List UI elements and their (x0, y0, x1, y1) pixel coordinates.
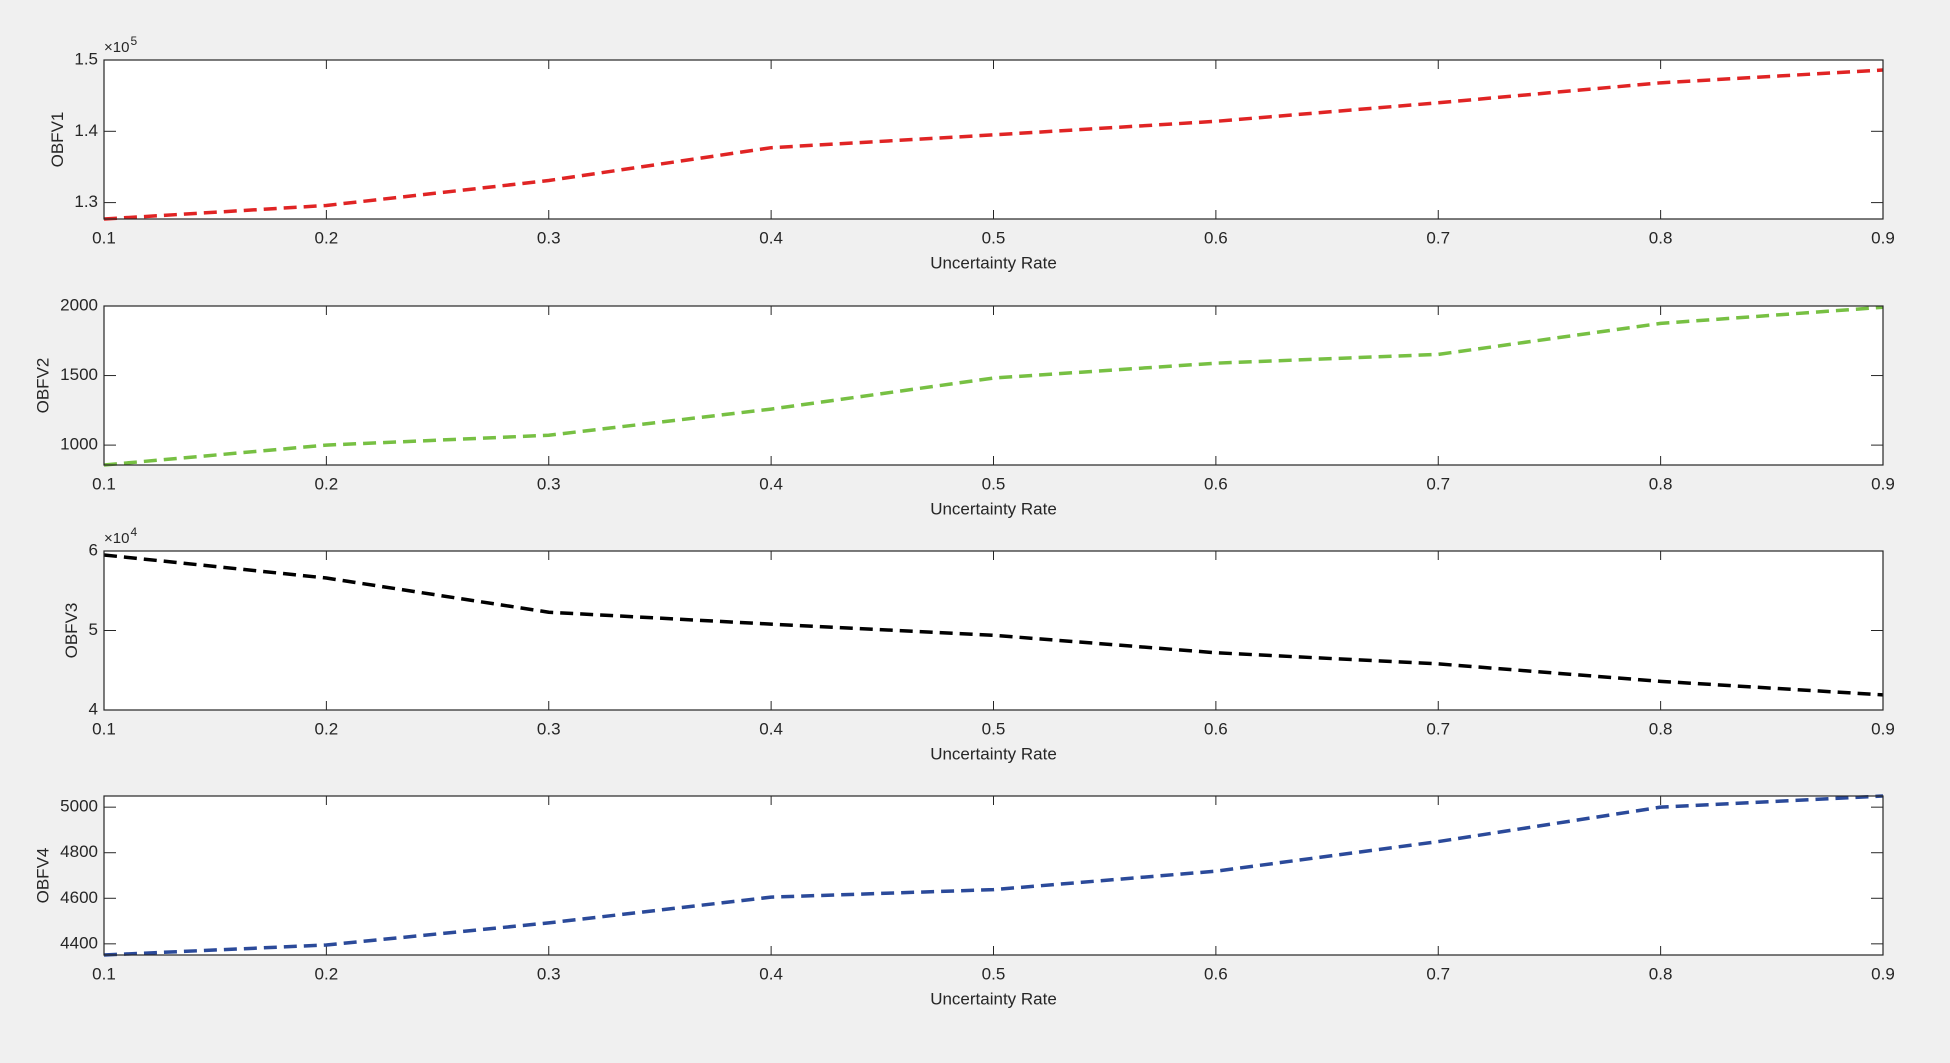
plot-area (104, 306, 1883, 465)
y-axis-label: OBFV3 (62, 603, 81, 659)
x-tick-label: 0.3 (537, 964, 561, 983)
x-tick-label: 0.1 (92, 474, 116, 493)
plot-area (104, 796, 1883, 955)
y-tick-label: 1500 (60, 365, 98, 384)
x-tick-label: 0.4 (759, 719, 783, 738)
x-axis-label: Uncertainty Rate (930, 989, 1057, 1008)
y-tick-label: 5 (89, 620, 98, 639)
x-tick-label: 0.8 (1649, 964, 1673, 983)
y-exponent: 4 (130, 525, 137, 539)
x-tick-label: 0.3 (537, 228, 561, 247)
plot-area (104, 551, 1883, 710)
x-tick-label: 0.6 (1204, 474, 1228, 493)
y-tick-label: 6 (89, 540, 98, 559)
x-tick-label: 0.2 (315, 719, 339, 738)
x-tick-label: 0.6 (1204, 228, 1228, 247)
x-axis-label: Uncertainty Rate (930, 744, 1057, 763)
x-tick-label: 0.2 (315, 228, 339, 247)
y-tick-label: 4800 (60, 842, 98, 861)
x-tick-label: 0.6 (1204, 719, 1228, 738)
x-tick-label: 0.5 (982, 474, 1006, 493)
x-tick-label: 0.9 (1871, 474, 1895, 493)
x-tick-label: 0.4 (759, 474, 783, 493)
axes-box (103, 59, 1884, 220)
x-axis-label: Uncertainty Rate (930, 253, 1057, 272)
x-tick-label: 0.5 (982, 964, 1006, 983)
y-exponent-base: ×10 (104, 530, 129, 547)
x-tick-label: 0.6 (1204, 964, 1228, 983)
data-line (103, 794, 1884, 957)
data-line (103, 305, 1884, 467)
x-tick-label: 0.4 (759, 228, 783, 247)
plot-area (104, 60, 1883, 219)
x-tick-label: 0.1 (92, 964, 116, 983)
x-tick-label: 0.5 (982, 228, 1006, 247)
x-tick-label: 0.8 (1649, 719, 1673, 738)
x-tick-label: 0.7 (1426, 474, 1450, 493)
x-tick-label: 0.7 (1426, 964, 1450, 983)
x-tick-label: 0.8 (1649, 474, 1673, 493)
axes-box (103, 795, 1884, 956)
axes-box (103, 305, 1884, 466)
x-axis-label: Uncertainty Rate (930, 499, 1057, 518)
data-line (103, 68, 1884, 221)
y-axis-label: OBFV4 (34, 848, 53, 904)
y-tick-label: 1.5 (74, 49, 98, 68)
y-axis-label: OBFV1 (48, 112, 67, 168)
y-tick-label: 1.4 (74, 121, 98, 140)
y-exponent: 5 (130, 34, 137, 48)
x-tick-label: 0.3 (537, 474, 561, 493)
x-tick-label: 0.4 (759, 964, 783, 983)
y-tick-label: 1000 (60, 435, 98, 454)
data-line (103, 553, 1884, 697)
axes-box (103, 550, 1884, 711)
x-tick-label: 0.2 (315, 474, 339, 493)
y-tick-label: 4600 (60, 888, 98, 907)
x-tick-label: 0.7 (1426, 228, 1450, 247)
y-tick-label: 4 (89, 699, 98, 718)
x-tick-label: 0.3 (537, 719, 561, 738)
y-exponent-base: ×10 (104, 39, 129, 56)
x-tick-label: 0.1 (92, 228, 116, 247)
x-tick-label: 0.2 (315, 964, 339, 983)
y-tick-label: 1.3 (74, 192, 98, 211)
y-tick-label: 4400 (60, 933, 98, 952)
y-tick-label: 2000 (60, 295, 98, 314)
x-tick-label: 0.1 (92, 719, 116, 738)
x-tick-label: 0.9 (1871, 228, 1895, 247)
y-axis-label: OBFV2 (34, 358, 53, 414)
x-tick-label: 0.9 (1871, 719, 1895, 738)
x-tick-label: 0.8 (1649, 228, 1673, 247)
x-tick-label: 0.5 (982, 719, 1006, 738)
y-tick-label: 5000 (60, 797, 98, 816)
x-tick-label: 0.7 (1426, 719, 1450, 738)
x-tick-label: 0.9 (1871, 964, 1895, 983)
